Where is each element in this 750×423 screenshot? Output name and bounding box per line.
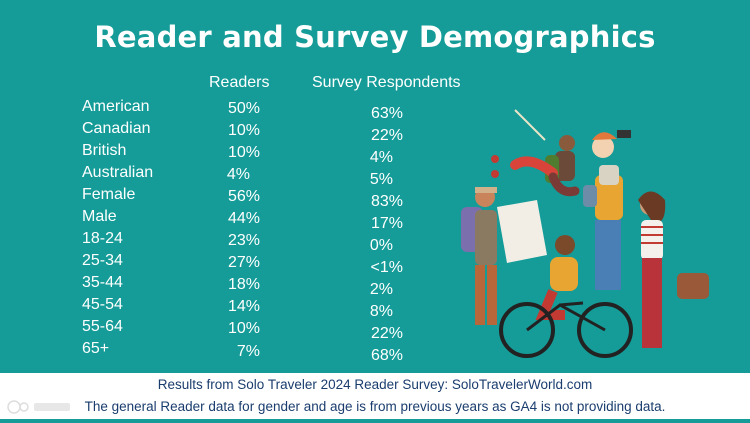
readers-value-25-34: 27% — [227, 254, 260, 271]
readers-value-australian: 4% — [226, 166, 250, 183]
binoculars-traveler-figure — [583, 130, 631, 290]
respondents-value-british: 4% — [369, 149, 393, 166]
row-label-american: American — [82, 98, 150, 115]
respondents-value-55-64: 22% — [370, 325, 403, 342]
row-label-45-54: 45-54 — [82, 296, 123, 313]
page-title: Reader and Survey Demographics — [94, 20, 656, 54]
bottom-accent-bar — [0, 419, 750, 423]
readers-value-canadian: 10% — [227, 122, 260, 139]
respondents-value-18-24: 0% — [369, 237, 393, 254]
respondents-value-35-44: 2% — [369, 281, 393, 298]
readers-value-american: 50% — [227, 100, 260, 117]
footer: Results from Solo Traveler 2024 Reader S… — [0, 373, 750, 423]
row-label-65-plus: 65+ — [82, 340, 110, 357]
row-label-35-44: 35-44 — [82, 274, 123, 291]
respondents-value-female: 83% — [370, 193, 403, 210]
readers-value-female: 56% — [227, 188, 260, 205]
row-label-18-24: 18-24 — [82, 230, 123, 247]
respondents-column-header: Survey Respondents — [312, 74, 461, 91]
cyclist-figure — [499, 235, 633, 358]
respondents-value-45-54: 8% — [369, 303, 393, 320]
row-label-australian: Australian — [82, 164, 154, 181]
respondents-value-australian: 5% — [369, 171, 393, 188]
row-label-male: Male — [82, 208, 117, 225]
survey-source-note: Results from Solo Traveler 2024 Reader S… — [157, 377, 593, 392]
row-label-55-64: 55-64 — [82, 318, 123, 335]
readers-value-18-24: 23% — [227, 232, 260, 249]
readers-value-65-plus: 7% — [236, 343, 260, 360]
respondents-value-25-34: <1% — [370, 259, 403, 276]
climber-figure — [491, 109, 580, 197]
row-label-25-34: 25-34 — [82, 252, 123, 269]
watermark-logo-icon — [7, 400, 70, 414]
readers-value-55-64: 10% — [227, 320, 260, 337]
respondents-value-65-plus: 68% — [370, 347, 403, 364]
readers-value-male: 44% — [227, 210, 260, 227]
group-of-travelers-illustration — [461, 109, 709, 358]
respondents-value-male: 17% — [370, 215, 403, 232]
readers-value-45-54: 14% — [227, 298, 260, 315]
respondents-value-canadian: 22% — [370, 127, 403, 144]
readers-column-header: Readers — [209, 74, 270, 91]
readers-value-british: 10% — [227, 144, 260, 161]
readers-value-35-44: 18% — [227, 276, 260, 293]
ga4-data-note: The general Reader data for gender and a… — [84, 399, 666, 414]
row-label-canadian: Canadian — [82, 120, 151, 137]
hiker-with-map-figure — [461, 187, 547, 325]
respondents-value-american: 63% — [370, 105, 403, 122]
row-label-female: Female — [82, 186, 136, 203]
row-label-british: British — [82, 142, 127, 159]
woman-traveler-figure — [638, 191, 709, 348]
